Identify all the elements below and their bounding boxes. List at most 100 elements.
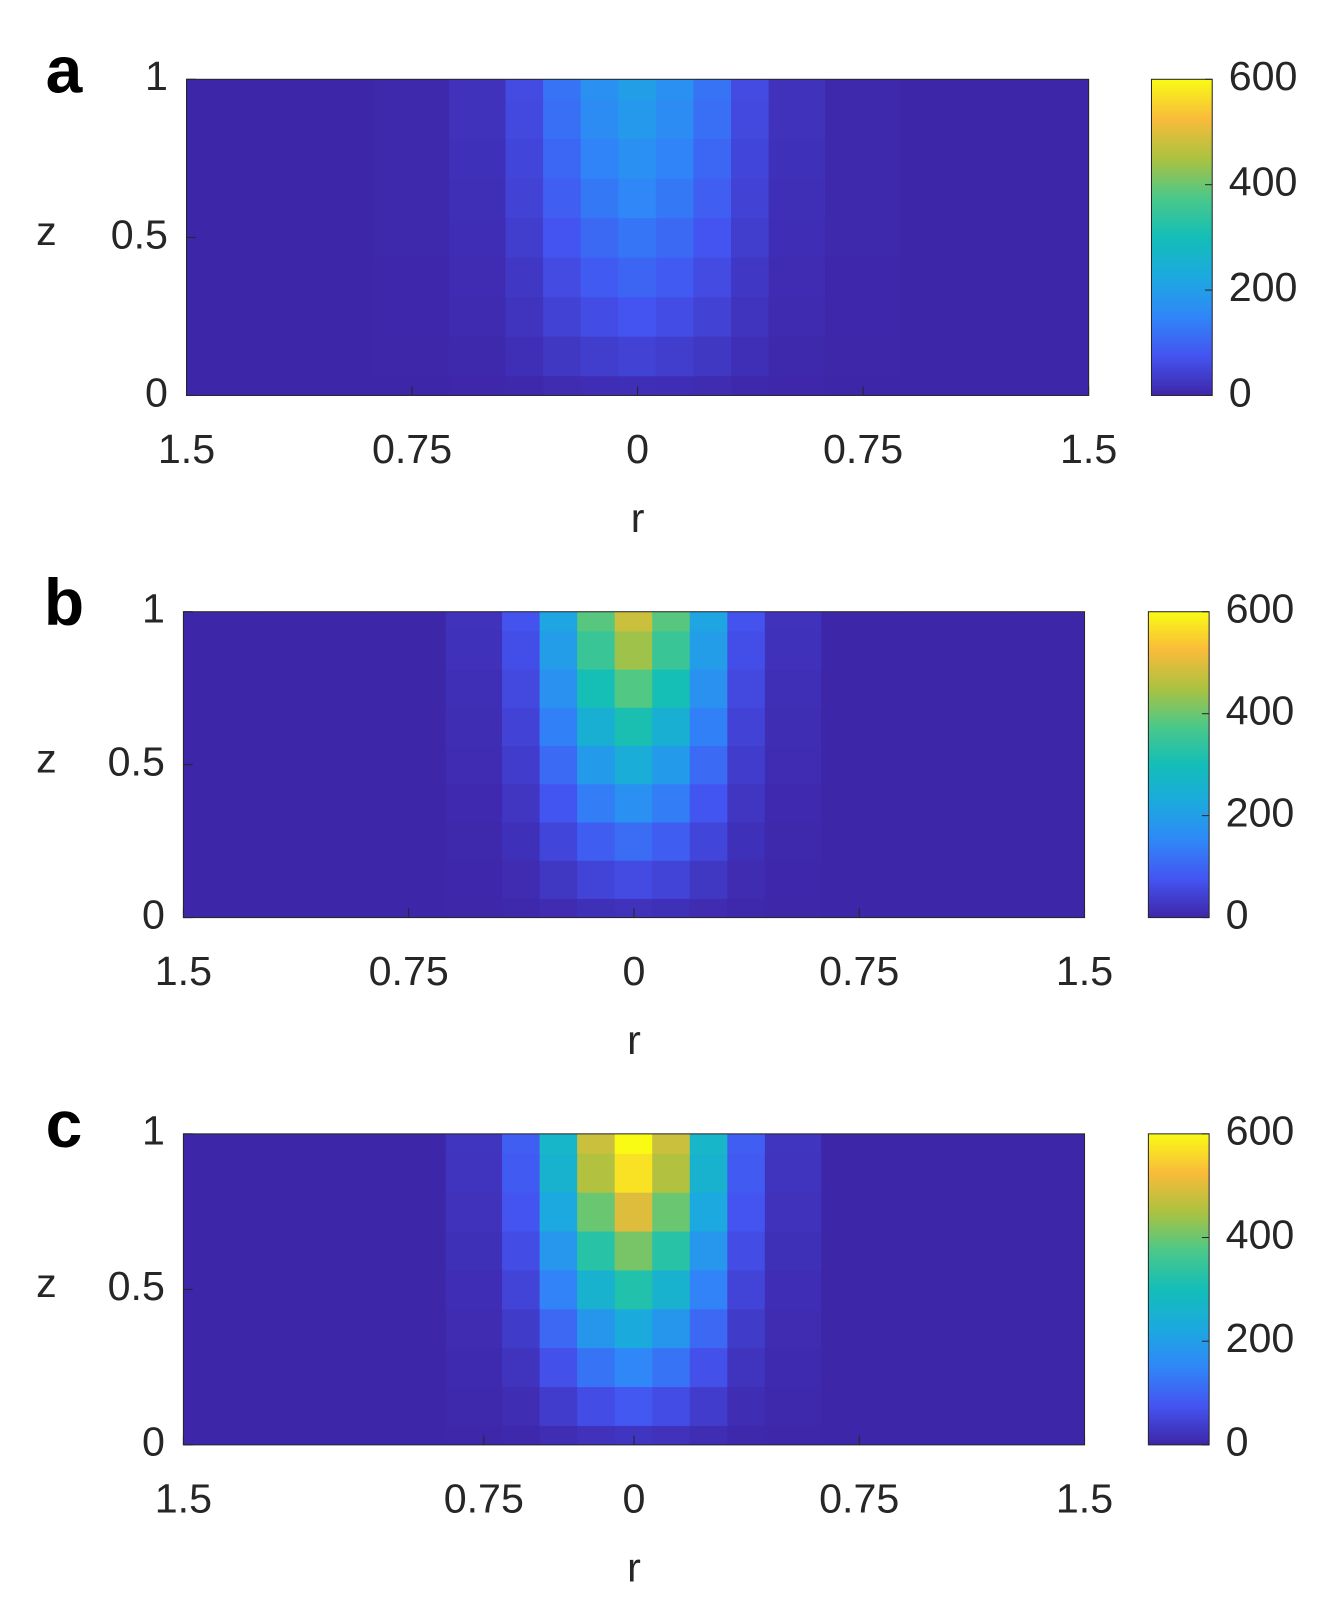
heat-cell [896, 1191, 1010, 1232]
heat-cell [764, 1152, 823, 1193]
heat-cell [261, 296, 375, 337]
heat-cell [693, 335, 733, 377]
heat-cell [614, 1133, 654, 1154]
heat-cell [900, 79, 1014, 100]
heat-cell [727, 1424, 766, 1445]
heat-cell [539, 611, 579, 632]
heat-cell [764, 1133, 823, 1154]
heat-cell [1008, 1230, 1085, 1271]
heat-cell [445, 1133, 504, 1154]
x-tick-label: 0 [626, 426, 649, 472]
colorbar-tick-label: 400 [1226, 1211, 1295, 1257]
heat-cell [821, 1308, 898, 1349]
heat-cell [825, 138, 902, 179]
heat-cell [449, 138, 507, 179]
x-tick-label: 0 [623, 1475, 646, 1521]
heat-cell [183, 1152, 260, 1193]
heat-cell [825, 98, 902, 140]
panel-label: b [44, 565, 84, 639]
x-tick-label: 0.75 [819, 1475, 899, 1521]
heat-cell [373, 79, 451, 100]
heat-cell [449, 217, 507, 258]
heat-cell [539, 821, 579, 861]
heat-cell [1008, 630, 1085, 670]
heat-cell [652, 783, 691, 823]
heat-cell [825, 375, 902, 396]
heat-cell [370, 897, 447, 918]
heat-cell [186, 375, 263, 396]
heat-cell [186, 98, 263, 140]
heat-cell [370, 1152, 447, 1193]
colorbar-tick-label: 400 [1226, 688, 1295, 734]
heat-cell [764, 611, 823, 632]
heat-cell [825, 335, 902, 377]
heat-cell [577, 1386, 616, 1426]
heat-cell [543, 79, 582, 100]
heat-cell [370, 1230, 447, 1271]
heat-cell [261, 335, 375, 377]
heat-cell [896, 1347, 1010, 1388]
heat-cell [1008, 897, 1085, 918]
heat-cell [655, 335, 695, 377]
heat-cell [731, 335, 770, 377]
heat-cell [655, 296, 695, 337]
heat-cell [505, 335, 545, 377]
heat-cell [580, 177, 620, 219]
heat-cell [900, 217, 1014, 258]
heat-cell [764, 859, 823, 899]
heat-cell [689, 611, 729, 632]
heat-cell [502, 1347, 541, 1388]
heat-cell [577, 1347, 616, 1388]
heat-cell [543, 177, 582, 219]
heat-cell [543, 335, 582, 377]
heat-cell [764, 745, 823, 785]
heat-cell [896, 611, 1010, 632]
heat-cell [731, 138, 770, 179]
heat-cell [652, 1191, 691, 1232]
heat-cell [689, 1269, 729, 1310]
heat-cell [821, 1230, 898, 1271]
heat-cell [449, 98, 507, 140]
heat-cell [449, 256, 507, 298]
heat-cell [370, 783, 447, 823]
panel-label: a [46, 33, 84, 107]
heat-cell [652, 745, 691, 785]
heat-cell [900, 375, 1014, 396]
heat-cell [764, 1269, 823, 1310]
heat-cell [614, 821, 654, 861]
heat-cell [727, 1152, 766, 1193]
heat-cell [655, 138, 695, 179]
heat-cell [1008, 1424, 1085, 1445]
heat-cell [445, 630, 504, 670]
heat-cell [257, 611, 372, 632]
heat-cell [652, 1347, 691, 1388]
heat-cell [896, 821, 1010, 861]
heat-cell [539, 1230, 579, 1271]
heat-cell [689, 1152, 729, 1193]
heat-cell [821, 1191, 898, 1232]
colorbar-tick-label: 400 [1229, 159, 1298, 205]
colorbar-tick-label: 600 [1226, 586, 1295, 632]
heat-cell [577, 783, 616, 823]
heat-cell [821, 783, 898, 823]
heat-cell [693, 138, 733, 179]
heat-cell [502, 1269, 541, 1310]
heat-cell [689, 783, 729, 823]
heat-cell [539, 1191, 579, 1232]
y-tick-label: 0.5 [108, 1263, 165, 1309]
heat-cell [370, 859, 447, 899]
heat-cell [618, 296, 657, 337]
colorbar-tick-label: 200 [1226, 790, 1295, 836]
heat-cell [577, 668, 616, 708]
y-tick-label: 0 [142, 1419, 165, 1465]
heat-cell [183, 1133, 260, 1154]
heat-cell [1008, 1133, 1085, 1154]
heat-cell [183, 1269, 260, 1310]
heat-cell [652, 1424, 691, 1445]
heat-cell [445, 1191, 504, 1232]
heat-cell [183, 1191, 260, 1232]
heat-cell [370, 1191, 447, 1232]
heat-cell [1008, 668, 1085, 708]
y-tick-label: 0 [142, 891, 165, 937]
heat-cell [896, 897, 1010, 918]
